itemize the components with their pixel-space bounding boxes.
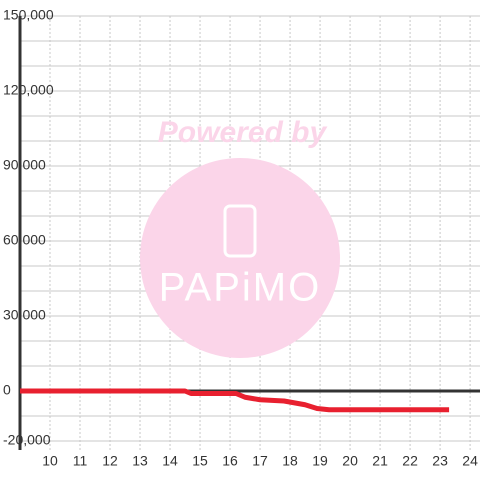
x-tick-label: 22 bbox=[402, 453, 418, 469]
x-tick-label: 19 bbox=[312, 453, 328, 469]
y-tick-label: 60,000 bbox=[3, 232, 46, 248]
x-tick-label: 13 bbox=[132, 453, 148, 469]
watermark: PAPiMO Powered by bbox=[140, 116, 340, 358]
x-tick-label: 16 bbox=[222, 453, 238, 469]
y-tick-label: 90,000 bbox=[3, 157, 46, 173]
x-tick-label: 15 bbox=[192, 453, 208, 469]
plot: 150,000 120,000 90,000 60,000 30,000 0 -20,000… bbox=[3, 7, 480, 469]
y-tick-label: 150,000 bbox=[3, 7, 54, 23]
x-tick-label: 18 bbox=[282, 453, 298, 469]
y-tick-label: 0 bbox=[3, 382, 11, 398]
watermark-circle bbox=[140, 158, 340, 358]
x-tick-label: 11 bbox=[73, 453, 88, 469]
x-tick-label: 10 bbox=[42, 453, 58, 469]
x-tick-label: 24 bbox=[462, 453, 478, 469]
x-tick-label: 14 bbox=[162, 453, 178, 469]
watermark-logo: PAPiMO bbox=[159, 266, 321, 310]
x-tick-label: 20 bbox=[342, 453, 358, 469]
y-tick-label: -20,000 bbox=[3, 432, 51, 448]
x-tick-label: 17 bbox=[252, 453, 268, 469]
x-tick-label: 23 bbox=[432, 453, 448, 469]
x-tick-label: 12 bbox=[102, 453, 118, 469]
y-tick-label: 120,000 bbox=[3, 82, 54, 98]
watermark-phone bbox=[223, 204, 257, 258]
x-tick-label: 21 bbox=[372, 453, 388, 469]
line-series bbox=[20, 388, 450, 413]
watermark-text: Powered by bbox=[158, 116, 328, 149]
y-tick-label: 30,000 bbox=[3, 307, 46, 323]
